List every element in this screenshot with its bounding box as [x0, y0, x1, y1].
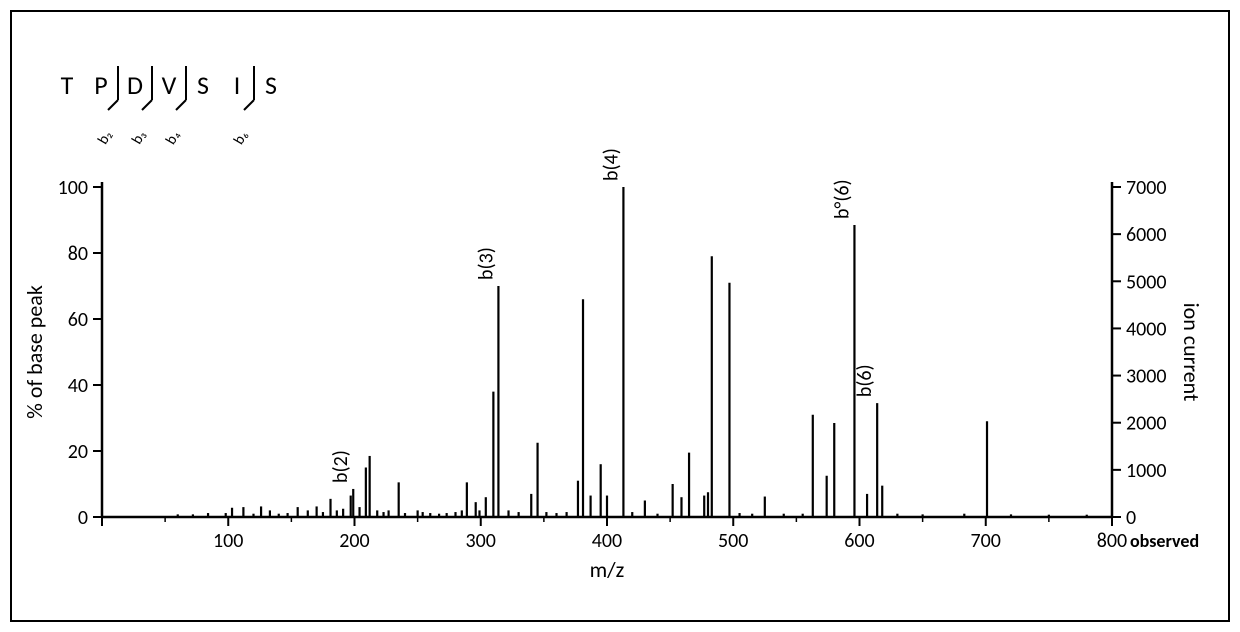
y-left-tick-label: 40 — [68, 374, 88, 398]
fragmentation-hook — [244, 100, 254, 110]
fragment-sub-label: b₄ — [162, 128, 184, 148]
sequence-residue: D — [127, 69, 143, 101]
peak-label: b°(6) — [830, 179, 854, 219]
x-tick-label: 500 — [718, 529, 748, 553]
y-right-tick-label: 4000 — [1126, 317, 1167, 341]
x-tick-label: 400 — [592, 529, 622, 553]
y-left-tick-label: 60 — [68, 308, 88, 332]
y-axis-left-label: % of base peak — [21, 285, 48, 419]
fragment-sub-label: b₆ — [230, 128, 252, 148]
y-right-tick-label: 1000 — [1126, 459, 1167, 483]
fragmentation-hook — [142, 100, 152, 110]
observed-label: observed — [1130, 530, 1199, 552]
peak-label: b(3) — [474, 247, 498, 280]
chart-container: 1002003004005006007008000204060801000100… — [12, 12, 1232, 624]
sequence-residue: T — [61, 69, 74, 101]
y-axis-right-label: ion current — [1178, 303, 1205, 402]
peak-label: b(2) — [329, 450, 353, 483]
peak-label: b(4) — [599, 148, 623, 181]
y-left-tick-label: 100 — [58, 176, 88, 200]
peak-label: b(6) — [853, 364, 877, 397]
sequence-residue: V — [162, 69, 177, 101]
y-right-tick-label: 5000 — [1126, 270, 1167, 294]
fragmentation-hook — [176, 100, 186, 110]
y-left-tick-label: 80 — [68, 242, 88, 266]
y-right-tick-label: 6000 — [1126, 223, 1167, 247]
fragmentation-hook — [108, 100, 118, 110]
x-tick-label: 300 — [466, 529, 496, 553]
sequence-residue: S — [197, 69, 209, 101]
y-right-tick-label: 7000 — [1126, 176, 1167, 200]
fragment-sub-label: b₃ — [128, 128, 150, 148]
sequence-residue: S — [265, 69, 277, 101]
x-tick-label: 100 — [213, 529, 243, 553]
y-right-tick-label: 0 — [1126, 506, 1136, 530]
spectrum-svg: 1002003004005006007008000204060801000100… — [12, 12, 1232, 624]
fragment-sub-label: b₂ — [94, 128, 116, 148]
x-axis-label: m/z — [590, 556, 625, 583]
x-tick-label: 800 — [1097, 529, 1127, 553]
y-left-tick-label: 0 — [78, 506, 88, 530]
x-tick-label: 600 — [844, 529, 874, 553]
sequence-residue: P — [94, 69, 107, 101]
y-left-tick-label: 20 — [68, 440, 88, 464]
x-tick-label: 700 — [971, 529, 1001, 553]
x-tick-label: 200 — [339, 529, 369, 553]
figure-frame: 1002003004005006007008000204060801000100… — [10, 10, 1230, 622]
sequence-residue: I — [234, 69, 241, 101]
y-right-tick-label: 2000 — [1126, 412, 1167, 436]
y-right-tick-label: 3000 — [1126, 365, 1167, 389]
